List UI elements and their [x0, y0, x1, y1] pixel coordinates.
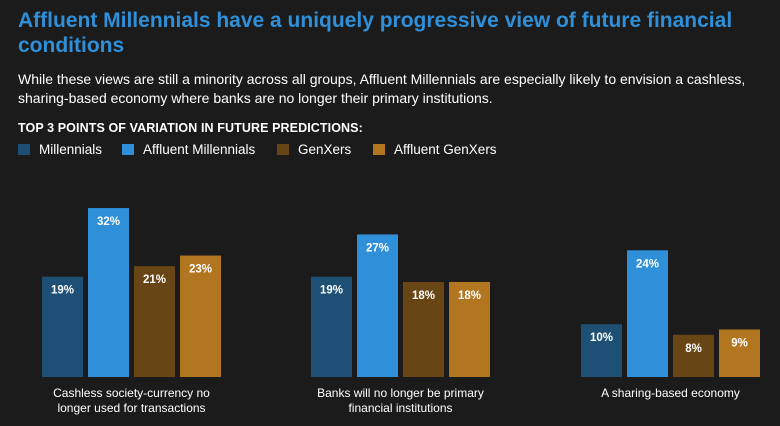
page-title: Affluent Millennials have a uniquely pro…: [18, 9, 733, 57]
bar-label-2-0: 10%: [590, 332, 613, 344]
bar-label-2-3: 9%: [731, 337, 748, 349]
category-label-1-0: Banks will no longer be primary: [317, 386, 484, 400]
bar-label-1-3: 18%: [458, 290, 481, 302]
bar-label-2-2: 8%: [685, 343, 702, 355]
category-label-1-1: financial institutions: [348, 401, 452, 415]
bar-1-3: [449, 281, 490, 377]
legend-label-affluent-millennials: Affluent Millennials: [143, 142, 256, 157]
bar-label-0-1: 32%: [97, 216, 120, 228]
bar-label-0-3: 23%: [189, 264, 212, 276]
legend-label-affluent-genxers: Affluent GenXers: [394, 142, 497, 157]
bar-label-1-1: 27%: [366, 242, 389, 254]
bar-label-1-2: 18%: [412, 290, 435, 302]
bar-0-0: [42, 276, 83, 377]
legend-label-millennials: Millennials: [39, 142, 103, 157]
bar-2-1: [627, 250, 668, 377]
bar-label-0-2: 21%: [143, 274, 166, 286]
bar-label-0-0: 19%: [51, 285, 74, 297]
bar-label-1-0: 19%: [320, 285, 343, 297]
bar-0-3: [180, 255, 221, 377]
legend-item-affluent-genxers: Affluent GenXers: [373, 142, 497, 157]
bar-1-2: [403, 281, 444, 377]
bar-2-0: [581, 324, 622, 377]
category-label-0-0: Cashless society-currency no: [53, 386, 210, 400]
bar-1-1: [357, 234, 398, 377]
legend-item-millennials: Millennials: [18, 142, 102, 157]
bar-1-0: [311, 276, 352, 377]
legend-swatch-affluent-genxers: [373, 144, 385, 155]
legend-label-genxers: GenXers: [298, 142, 352, 157]
legend-swatch-affluent-millennials: [122, 144, 134, 155]
bar-0-2: [134, 266, 175, 377]
bar-0-1: [88, 208, 129, 377]
chart-heading: TOP 3 POINTS OF VARIATION IN FUTURE PRED…: [18, 121, 363, 135]
legend-swatch-millennials: [18, 144, 30, 155]
legend-item-genxers: GenXers: [277, 142, 351, 157]
page-subtitle: While these views are still a minority a…: [18, 71, 746, 106]
legend-swatch-genxers: [277, 144, 289, 155]
legend-item-affluent-millennials: Affluent Millennials: [122, 142, 255, 157]
bar-2-2: [673, 334, 714, 377]
bar-label-2-1: 24%: [636, 258, 659, 270]
category-label-2-0: A sharing-based economy: [601, 386, 740, 400]
category-label-0-1: longer used for transactions: [57, 401, 205, 415]
bar-2-3: [719, 329, 760, 377]
